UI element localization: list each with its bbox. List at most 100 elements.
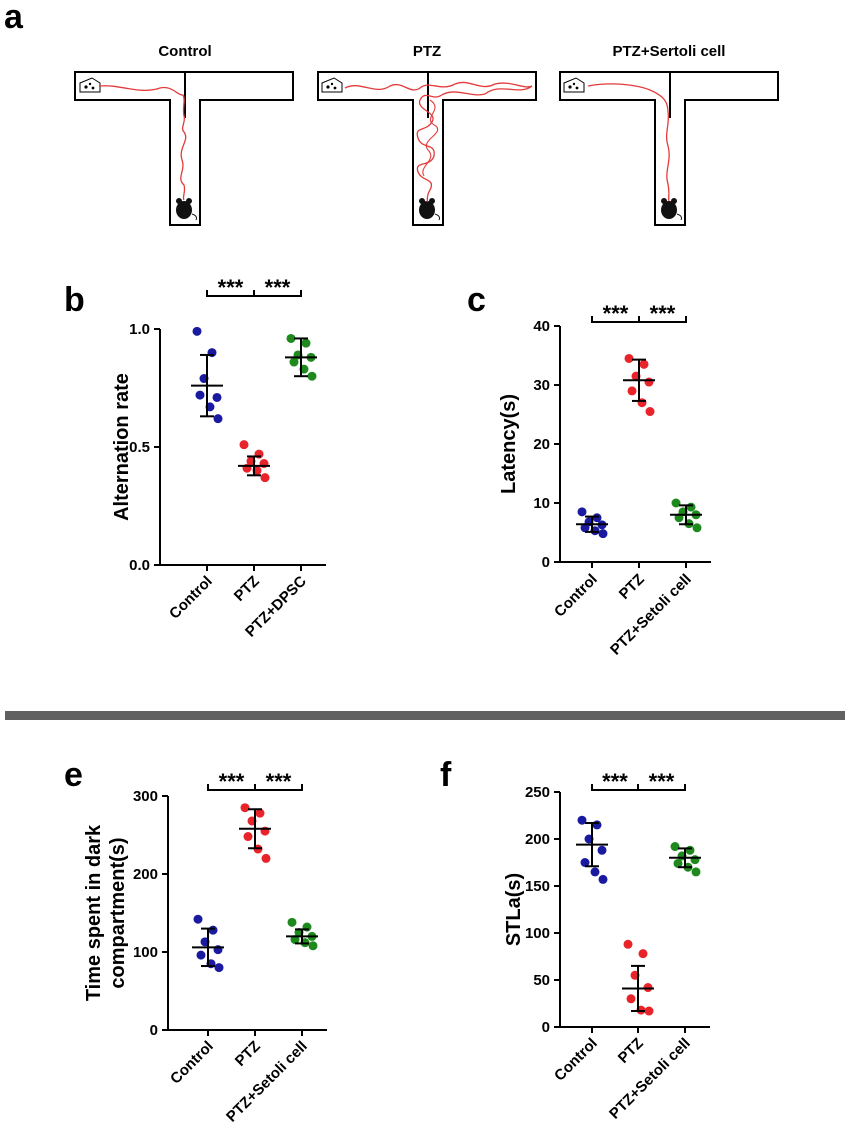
mouse-icon: [419, 198, 440, 221]
maze-title-ptz: PTZ: [413, 43, 441, 60]
significance-label: ***: [650, 301, 676, 326]
x-category-label: PTZ+Setoli cell: [606, 1035, 694, 1123]
data-point: [624, 353, 634, 363]
data-point: [690, 855, 700, 865]
data-point: [691, 867, 701, 877]
panel-label-a: a: [4, 0, 24, 36]
data-point: [626, 994, 636, 1004]
x-category-label: PTZ: [232, 1038, 264, 1070]
data-point: [195, 390, 205, 400]
data-point: [598, 874, 608, 884]
y-tick-label: 1.0: [129, 321, 150, 338]
chart-stla: 0 50 100 150 200 250 STLa(s) Control PTZPTZ+Seto…: [503, 769, 710, 1123]
mouse-path: [344, 81, 533, 203]
data-point: [623, 939, 633, 949]
maze-panel-sertoli: PTZ+Sertoli cell: [559, 43, 779, 226]
data-point: [645, 407, 655, 417]
section-separator: [5, 711, 845, 720]
data-point: [592, 513, 602, 523]
maze-title-sertoli: PTZ+Sertoli cell: [613, 43, 726, 60]
significance-bracket: [637, 784, 686, 791]
y-tick-label: 100: [133, 944, 158, 961]
data-point: [239, 440, 249, 450]
x-category-label: Control: [166, 573, 216, 623]
data-point: [671, 498, 681, 508]
data-point: [590, 867, 600, 877]
data-point: [286, 333, 296, 343]
y-tick-label: 0.0: [129, 557, 150, 574]
y-tick-label: 30: [533, 377, 550, 394]
t-maze-outline: [74, 71, 294, 226]
data-point: [639, 359, 649, 369]
significance-label: ***: [266, 769, 292, 794]
data-point: [638, 949, 648, 959]
data-point: [308, 941, 318, 951]
data-point: [644, 377, 654, 387]
data-point: [255, 808, 265, 818]
data-point: [598, 529, 608, 539]
y-tick-label: 0: [542, 1019, 550, 1036]
data-point: [686, 502, 696, 512]
t-maze-outline: [559, 71, 779, 226]
mouse-icon: [661, 198, 682, 221]
y-tick-label: 300: [133, 788, 158, 805]
significance-label: ***: [219, 769, 245, 794]
data-point: [261, 853, 271, 863]
x-category-label: Control: [551, 571, 601, 621]
panel-label-b: b: [64, 281, 85, 319]
y-tick-label: 200: [133, 866, 158, 883]
panel-label-c: c: [467, 281, 486, 319]
data-point: [627, 386, 637, 396]
data-point: [287, 917, 297, 927]
chart-latency: 0 10 20 30 40 Latency(s) Control PTZPTZ+Setoli …: [498, 301, 711, 659]
y-tick-label: 150: [525, 878, 550, 895]
data-point: [243, 832, 253, 842]
data-point: [193, 914, 203, 924]
significance-label: ***: [602, 769, 628, 794]
chart-dark-compartment-time: 0 100 200 300 Time spent in dark compartment(…: [83, 769, 327, 1126]
data-point: [192, 326, 202, 336]
significance-label: ***: [265, 275, 291, 300]
y-tick-label: 200: [525, 831, 550, 848]
y-tick-label: 40: [533, 318, 550, 335]
cheese-icon: [321, 77, 343, 93]
y-axis-label: STLa(s): [503, 873, 525, 946]
data-point: [580, 858, 590, 867]
x-category-label: PTZ+Setoli cell: [607, 571, 695, 659]
data-point: [301, 338, 311, 348]
data-point: [260, 473, 270, 483]
mouse-path: [422, 99, 439, 177]
mouse-icon: [176, 198, 197, 221]
maze-panel-control: Control: [74, 43, 294, 226]
data-point: [208, 925, 218, 935]
data-point: [592, 820, 602, 830]
y-tick-label: 20: [533, 436, 550, 453]
y-tick-label: 100: [525, 925, 550, 942]
data-point: [580, 523, 590, 533]
mouse-path: [99, 85, 187, 201]
t-maze-outline: [317, 71, 537, 226]
significance-bracket: [253, 290, 302, 297]
data-point: [673, 858, 683, 868]
x-category-label: PTZ: [231, 573, 263, 605]
data-point: [644, 1006, 654, 1016]
significance-bracket: [254, 784, 303, 791]
data-point: [212, 392, 222, 402]
data-point: [670, 842, 680, 852]
data-point: [577, 507, 587, 517]
data-point: [240, 803, 250, 813]
maze-title-control: Control: [158, 43, 211, 60]
y-tick-label: 0: [150, 1022, 158, 1039]
y-tick-label: 0: [542, 554, 550, 571]
data-point: [213, 414, 223, 424]
data-point: [196, 950, 206, 960]
x-category-label: PTZ: [616, 571, 648, 603]
cheese-icon: [79, 77, 101, 93]
data-point: [307, 371, 317, 381]
significance-label: ***: [603, 301, 629, 326]
data-point: [289, 357, 299, 367]
y-tick-label: 50: [533, 972, 550, 989]
x-category-label: Control: [551, 1035, 601, 1085]
y-tick-label: 10: [533, 495, 550, 512]
